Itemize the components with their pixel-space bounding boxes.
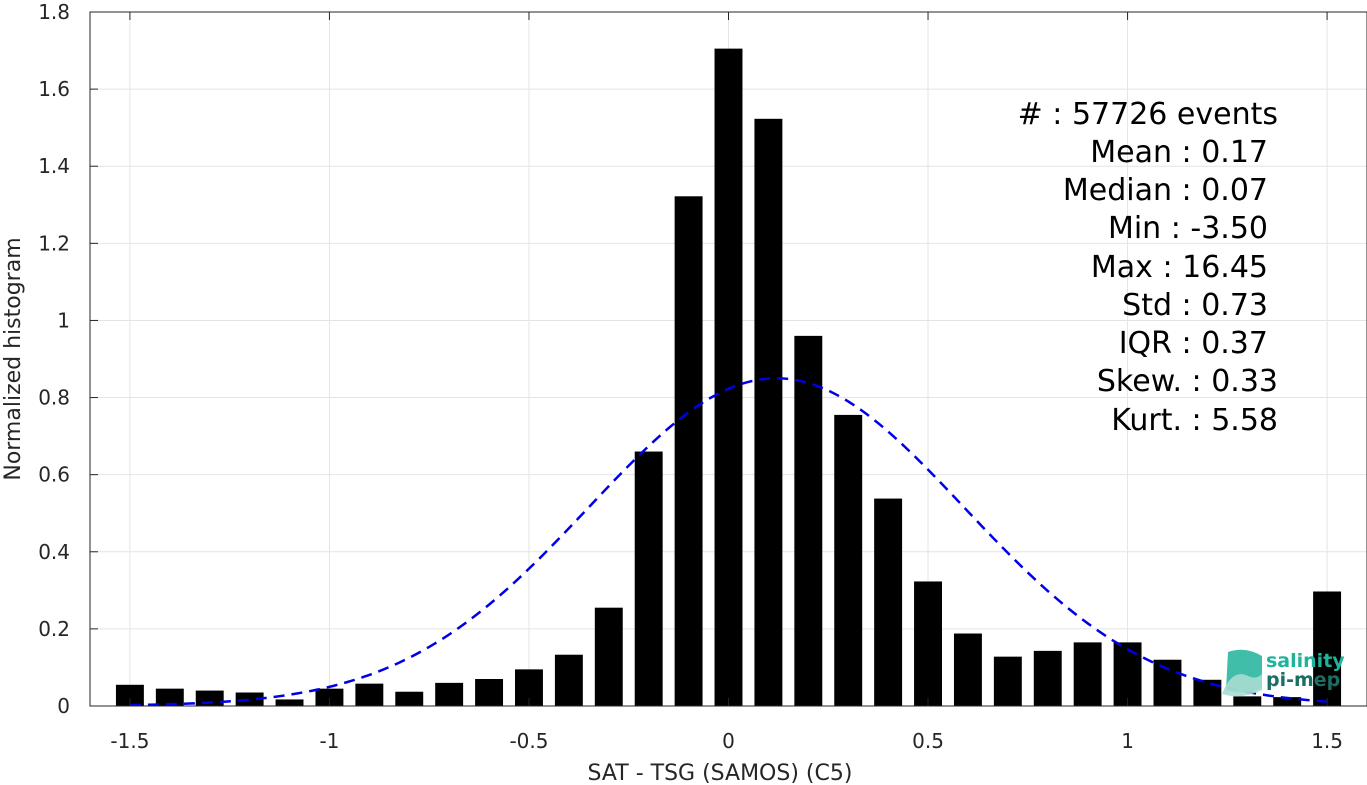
histogram-bar	[914, 581, 942, 706]
histogram-bar	[1153, 659, 1182, 706]
x-axis-label: SAT - TSG (SAMOS) (C5)	[588, 761, 853, 785]
x-tick-label: 1.5	[1311, 729, 1343, 753]
histogram-bar	[993, 656, 1022, 706]
histogram-bar	[594, 607, 623, 706]
histogram-bar	[834, 414, 863, 706]
histogram-bar	[1273, 697, 1302, 706]
stats-events: # : 57726 events	[1018, 97, 1278, 132]
logo-text-pi-mep: pi-mep	[1266, 669, 1340, 691]
histogram-bar	[395, 691, 424, 706]
histogram-bar	[115, 684, 144, 706]
x-tick-label: -1	[319, 729, 339, 753]
logo-text-salinity: salinity	[1266, 650, 1345, 672]
histogram-bar	[435, 682, 464, 706]
histogram-bar	[674, 196, 703, 706]
stats-max: Max : 16.45	[1091, 250, 1268, 285]
y-tick-label: 0.6	[38, 463, 70, 487]
stats-median: Median : 0.07	[1063, 173, 1268, 208]
x-tick-label: 0.5	[912, 729, 944, 753]
histogram-bar	[315, 688, 344, 706]
y-tick-label: 1	[57, 308, 70, 332]
bars-layer	[115, 48, 1342, 706]
y-axis-label: Normalized histogram	[1, 237, 26, 480]
statistics-box: # : 57726 events Mean : 0.17 Median : 0.…	[1018, 97, 1278, 438]
histogram-bar	[275, 699, 304, 706]
stats-std: Std : 0.73	[1122, 288, 1268, 323]
histogram-bar	[355, 683, 384, 706]
histogram-bar	[475, 679, 504, 706]
y-tick-label: 1.6	[38, 77, 70, 101]
y-tick-label: 1.8	[38, 0, 70, 24]
x-tick-label: 0	[722, 729, 735, 753]
histogram-bar	[1073, 642, 1102, 706]
stats-kurt: Kurt. : 5.58	[1111, 403, 1278, 438]
stats-mean: Mean : 0.17	[1090, 135, 1268, 170]
histogram-bar	[1313, 591, 1342, 706]
x-axis-ticks: -1.5 -1 -0.5 0 0.5 1 1.5	[110, 12, 1343, 753]
x-tick-label: -0.5	[509, 729, 548, 753]
salinity-pi-mep-logo: salinity pi-mep	[1222, 649, 1345, 697]
stats-iqr: IQR : 0.37	[1119, 326, 1268, 361]
histogram-bar	[794, 335, 823, 706]
y-axis-ticks: 0 0.2 0.4 0.6 0.8 1 1.2 1.4 1.6 1.8	[38, 0, 98, 718]
y-tick-label: 1.4	[38, 154, 70, 178]
histogram-bar	[155, 688, 184, 706]
histogram-bar	[634, 451, 663, 706]
stats-min: Min : -3.50	[1108, 211, 1268, 246]
logo-wave-icon-inner	[1222, 674, 1262, 697]
histogram-bar	[874, 498, 903, 706]
y-tick-label: 0	[57, 694, 70, 718]
x-tick-label: -1.5	[110, 729, 149, 753]
histogram-bar	[714, 48, 743, 706]
y-tick-label: 0.2	[38, 617, 70, 641]
y-tick-label: 1.2	[38, 231, 70, 255]
y-tick-label: 0.4	[38, 540, 70, 564]
stats-skew: Skew. : 0.33	[1097, 364, 1278, 399]
histogram-bar	[953, 633, 982, 706]
histogram-bar	[1233, 696, 1262, 706]
x-tick-label: 1	[1121, 729, 1134, 753]
gaussian-fit-curve	[129, 377, 1328, 707]
histogram-bar	[554, 654, 583, 706]
histogram-bar	[235, 692, 264, 706]
y-tick-label: 0.8	[38, 386, 70, 410]
histogram-bar	[1033, 650, 1062, 706]
histogram-bar	[754, 118, 783, 706]
histogram-bar	[1113, 642, 1142, 706]
histogram-bar	[1193, 679, 1222, 706]
